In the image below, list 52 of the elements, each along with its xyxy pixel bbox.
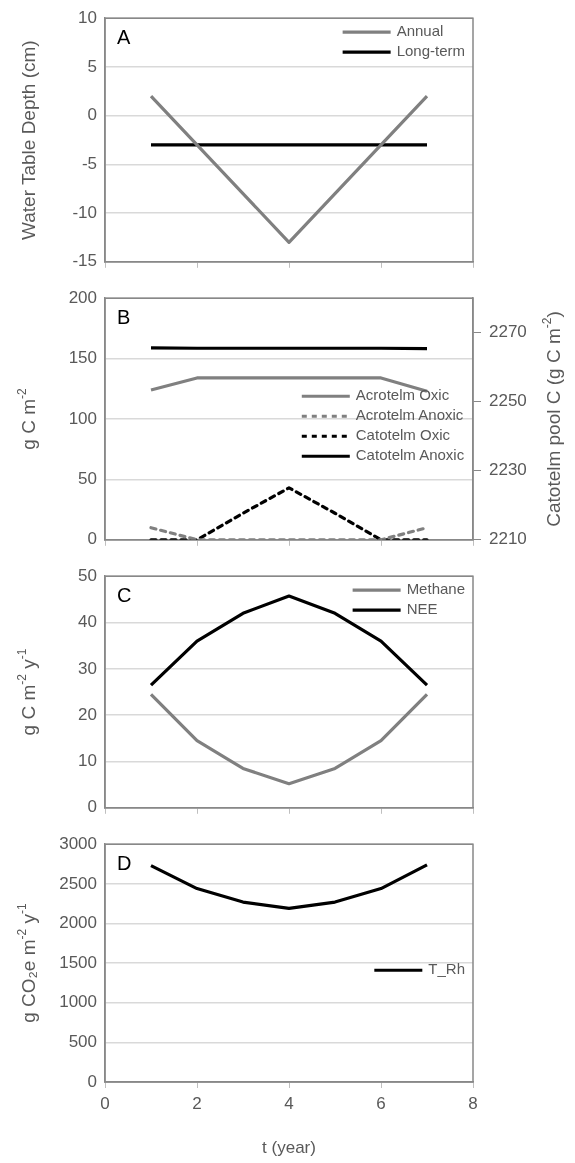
y-tick-label: 100 xyxy=(68,408,97,428)
y-tick-label: 500 xyxy=(68,1032,97,1052)
y-tick-label: 2000 xyxy=(59,913,97,933)
y2-axis-title: Catotelm pool C (g C m-2) xyxy=(540,311,565,527)
annotation: C xyxy=(117,583,132,606)
y-tick-label: 40 xyxy=(78,612,97,632)
y-tick-label: -5 xyxy=(81,154,97,174)
y-tick-label: 10 xyxy=(78,7,97,27)
y-tick-label: 30 xyxy=(78,658,97,678)
x-tick-label: 2 xyxy=(192,1093,202,1113)
legend-label: NEE xyxy=(406,600,438,618)
legend-label: Annual xyxy=(396,22,444,40)
y-axis-title: g C m-2 xyxy=(15,388,40,450)
legend-label: Acrotelm Anoxic xyxy=(355,406,464,424)
y-tick-label: -10 xyxy=(72,202,97,222)
y-axis-title: Water Table Depth (cm) xyxy=(18,40,40,240)
y-tick-label: -15 xyxy=(72,251,97,271)
y-tick-label: 1500 xyxy=(59,952,97,972)
legend-label: Methane xyxy=(406,580,465,598)
legend-label: T_Rh xyxy=(428,960,466,978)
annotation: A xyxy=(117,25,131,48)
y-tick-label: 0 xyxy=(87,1071,97,1091)
annotation: D xyxy=(117,851,132,874)
x-tick-label: 8 xyxy=(468,1093,478,1113)
y-tick-label: 10 xyxy=(78,751,97,771)
y-tick-label: 5 xyxy=(87,56,97,76)
y-tick-label: 2500 xyxy=(59,873,97,893)
y-tick-label: 3000 xyxy=(59,833,97,853)
y2-tick-label: 2270 xyxy=(489,322,527,342)
y2-tick-label: 2210 xyxy=(489,529,527,549)
y-tick-label: 150 xyxy=(68,348,97,368)
y-axis-title: g C m-2 y-1 xyxy=(15,648,40,736)
annotation: B xyxy=(117,305,131,328)
legend-label: Catotelm Oxic xyxy=(355,426,451,444)
y-tick-label: 20 xyxy=(78,704,97,724)
y-tick-label: 0 xyxy=(87,529,97,549)
y-tick-label: 50 xyxy=(78,565,97,585)
x-tick-label: 4 xyxy=(284,1093,294,1113)
y-tick-label: 0 xyxy=(87,797,97,817)
x-tick-label: 0 xyxy=(100,1093,110,1113)
legend-label: Catotelm Anoxic xyxy=(355,446,465,464)
y-tick-label: 1000 xyxy=(59,992,97,1012)
y2-tick-label: 2250 xyxy=(489,391,527,411)
y-tick-label: 50 xyxy=(78,469,97,489)
y-tick-label: 0 xyxy=(87,105,97,125)
legend-label: Acrotelm Oxic xyxy=(355,386,450,404)
x-axis-title: t (year) xyxy=(262,1138,316,1158)
legend-label: Long-term xyxy=(396,42,466,60)
x-tick-label: 6 xyxy=(376,1093,386,1113)
y-tick-label: 200 xyxy=(68,287,97,307)
y2-tick-label: 2230 xyxy=(489,460,527,480)
y-axis-title: g CO₂e m-2 y-1 xyxy=(15,903,40,1023)
